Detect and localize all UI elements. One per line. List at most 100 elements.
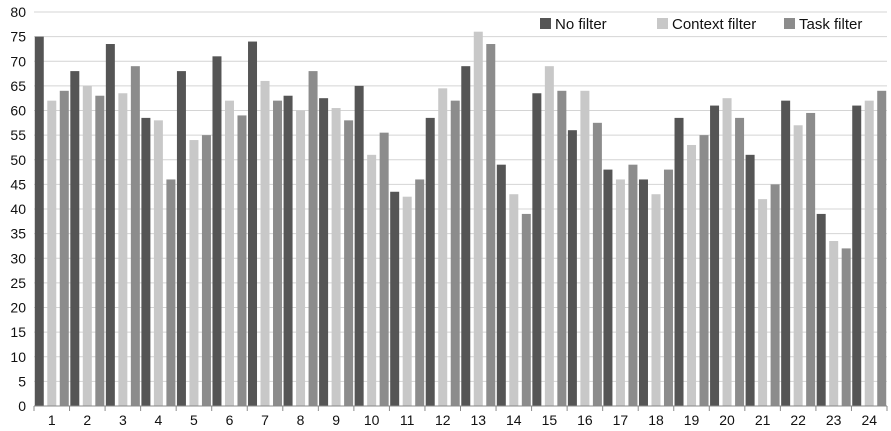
bar bbox=[201, 135, 211, 406]
bar bbox=[509, 194, 519, 406]
bar bbox=[580, 90, 590, 407]
bar bbox=[189, 140, 199, 407]
bar bbox=[319, 98, 329, 406]
bar bbox=[877, 90, 887, 407]
y-tick-label: 65 bbox=[10, 78, 26, 94]
x-tick-label: 17 bbox=[613, 412, 629, 428]
bar bbox=[592, 122, 602, 406]
bar bbox=[674, 117, 684, 406]
bar bbox=[496, 164, 506, 406]
bar bbox=[425, 117, 435, 406]
bar bbox=[59, 90, 69, 407]
bar bbox=[793, 125, 803, 407]
bar bbox=[651, 194, 661, 406]
bar bbox=[473, 31, 483, 406]
y-tick-label: 45 bbox=[10, 176, 26, 192]
y-tick-label: 10 bbox=[10, 349, 26, 365]
x-tick-label: 5 bbox=[190, 412, 198, 428]
bar bbox=[745, 154, 755, 406]
bar bbox=[237, 115, 247, 407]
x-tick-label: 22 bbox=[790, 412, 806, 428]
bar bbox=[141, 117, 151, 406]
bar bbox=[450, 100, 460, 407]
bars bbox=[34, 31, 887, 407]
bar bbox=[273, 100, 283, 407]
bar bbox=[628, 164, 638, 406]
bar bbox=[735, 117, 745, 406]
bar bbox=[296, 110, 306, 406]
x-tick-label: 12 bbox=[435, 412, 451, 428]
bar bbox=[283, 95, 293, 406]
x-tick-label: 24 bbox=[861, 412, 877, 428]
bar bbox=[130, 66, 140, 407]
x-tick-label: 18 bbox=[648, 412, 664, 428]
bar bbox=[260, 80, 270, 406]
legend-swatch bbox=[657, 18, 668, 29]
x-tick-label: 21 bbox=[755, 412, 771, 428]
x-tick-label: 13 bbox=[470, 412, 486, 428]
bar bbox=[379, 132, 389, 406]
bar bbox=[82, 85, 92, 406]
y-tick-label: 80 bbox=[10, 4, 26, 20]
bar bbox=[816, 213, 826, 406]
bar bbox=[710, 105, 720, 406]
y-tick-label: 50 bbox=[10, 152, 26, 168]
bar bbox=[615, 179, 625, 406]
bar bbox=[34, 36, 44, 406]
bar bbox=[663, 169, 673, 406]
bar bbox=[603, 169, 613, 406]
y-tick-label: 75 bbox=[10, 29, 26, 45]
bar bbox=[344, 120, 354, 406]
x-tick-label: 3 bbox=[119, 412, 127, 428]
bar bbox=[521, 213, 531, 406]
bar bbox=[212, 56, 222, 406]
bar bbox=[95, 95, 105, 406]
bar bbox=[461, 66, 471, 407]
bar bbox=[544, 66, 554, 407]
x-tick-label: 6 bbox=[226, 412, 234, 428]
y-tick-label: 5 bbox=[18, 373, 26, 389]
bar bbox=[770, 184, 780, 406]
x-tick-label: 19 bbox=[684, 412, 700, 428]
x-tick-label: 11 bbox=[400, 412, 415, 428]
bar bbox=[864, 100, 874, 407]
bar bbox=[248, 41, 258, 407]
x-tick-label: 20 bbox=[719, 412, 735, 428]
bar bbox=[367, 154, 377, 406]
x-tick-label: 1 bbox=[48, 412, 56, 428]
bar bbox=[486, 44, 496, 406]
bar bbox=[176, 71, 186, 406]
x-tick-label: 4 bbox=[154, 412, 162, 428]
legend-label: Task filter bbox=[799, 16, 862, 33]
bar bbox=[438, 88, 448, 407]
y-tick-label: 15 bbox=[10, 324, 26, 340]
x-tick-label: 9 bbox=[332, 412, 340, 428]
bar bbox=[166, 179, 176, 406]
y-tick-label: 55 bbox=[10, 127, 26, 143]
x-tick-label: 2 bbox=[83, 412, 91, 428]
bar bbox=[354, 85, 364, 406]
legend-swatch bbox=[540, 18, 551, 29]
legend-label: Context filter bbox=[672, 16, 756, 33]
bar bbox=[308, 71, 318, 406]
bar bbox=[806, 112, 816, 407]
x-tick-label: 23 bbox=[826, 412, 842, 428]
bar bbox=[331, 108, 341, 406]
bar bbox=[852, 105, 862, 406]
bar bbox=[390, 191, 400, 406]
bar bbox=[841, 248, 851, 406]
y-tick-label: 40 bbox=[10, 201, 26, 217]
x-tick-label: 16 bbox=[577, 412, 593, 428]
y-tick-label: 35 bbox=[10, 226, 26, 242]
bar bbox=[402, 196, 412, 406]
bar bbox=[224, 100, 234, 407]
bar bbox=[153, 120, 163, 406]
x-tick-label: 8 bbox=[297, 412, 305, 428]
y-tick-label: 20 bbox=[10, 300, 26, 316]
y-tick-label: 70 bbox=[10, 53, 26, 69]
bar bbox=[105, 44, 115, 406]
x-tick-label: 10 bbox=[364, 412, 380, 428]
